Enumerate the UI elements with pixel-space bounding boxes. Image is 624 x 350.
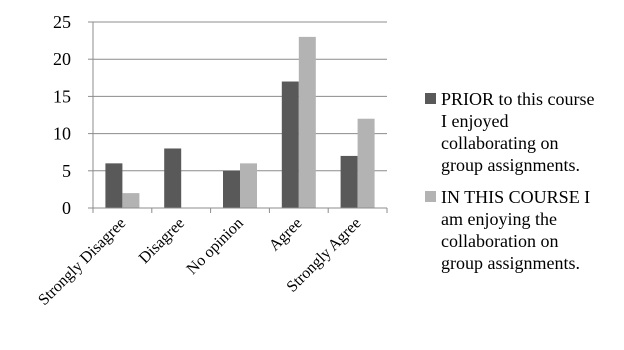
bars bbox=[105, 36, 375, 208]
bar-prior bbox=[281, 81, 299, 208]
bar-this-course bbox=[122, 193, 140, 208]
legend-item-prior: PRIOR to this course I enjoyed collabora… bbox=[423, 88, 621, 176]
legend-label-this-course-line-2: am enjoying the bbox=[441, 209, 557, 229]
y-tick-label: 5 bbox=[62, 161, 71, 181]
axes bbox=[88, 21, 388, 213]
bar-this-course bbox=[298, 36, 316, 208]
legend-label-prior-line-4: group assignments. bbox=[441, 155, 580, 175]
legend: PRIOR to this course I enjoyed collabora… bbox=[423, 88, 621, 284]
legend-item-this-course: IN THIS COURSE I am enjoying the collabo… bbox=[423, 186, 621, 274]
x-tick-label: Agree bbox=[266, 215, 306, 255]
legend-label-prior-line-2: I enjoyed bbox=[441, 111, 509, 131]
legend-swatch-prior bbox=[425, 93, 436, 104]
x-tick-label: Disagree bbox=[136, 215, 188, 267]
bar-prior bbox=[164, 148, 182, 208]
legend-label-this-course-line-3: collaboration on bbox=[441, 231, 559, 251]
bar-prior bbox=[223, 170, 240, 208]
x-tick-label: No opinion bbox=[184, 215, 247, 278]
y-tick-label: 0 bbox=[62, 198, 71, 218]
bar-prior bbox=[105, 163, 123, 208]
legend-label-this-course-line-1: IN THIS COURSE I bbox=[441, 187, 591, 207]
bar-prior bbox=[340, 155, 358, 208]
y-tick-labels: 0 5 10 15 20 25 bbox=[53, 12, 71, 218]
legend-label-this-course-line-4: group assignments. bbox=[441, 253, 580, 273]
gridlines bbox=[93, 21, 387, 172]
y-tick-label: 25 bbox=[53, 12, 71, 32]
legend-label-prior-line-1: PRIOR to this course bbox=[441, 89, 595, 109]
y-tick-label: 15 bbox=[53, 86, 71, 106]
bar-this-course bbox=[357, 118, 375, 208]
x-tick-label: Strongly Disagree bbox=[35, 215, 129, 309]
y-tick-label: 10 bbox=[53, 124, 71, 144]
legend-label-prior-line-3: collaborating on bbox=[441, 133, 559, 153]
y-tick-label: 20 bbox=[53, 49, 71, 69]
bar-this-course bbox=[240, 163, 257, 208]
legend-swatch-this-course bbox=[425, 191, 436, 202]
